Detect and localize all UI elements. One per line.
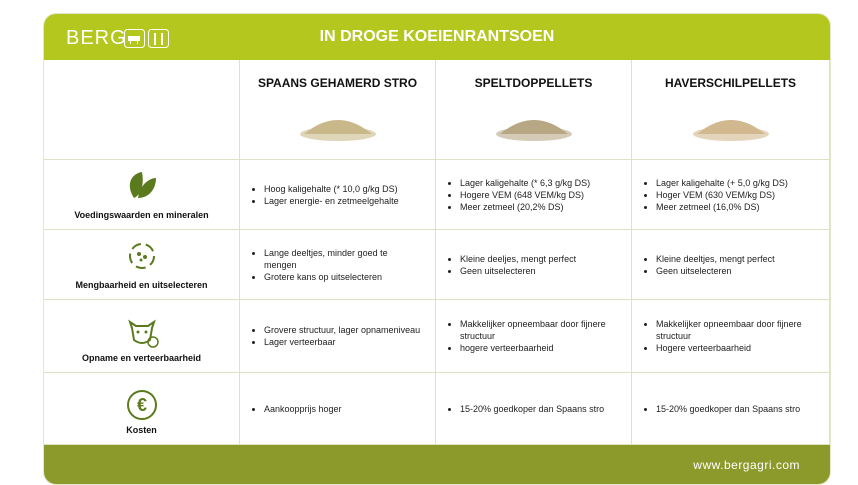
bullet-list: Lange deeltjes, minder goed te mengenGro…	[240, 247, 421, 283]
table-cell: Lager kaligehalte (+ 5,0 g/kg DS)Hoger V…	[632, 160, 830, 230]
bullet: Lager verteerbaar	[264, 336, 421, 348]
bullet: Makkelijker opneembaar door fijnere stru…	[656, 318, 815, 342]
row-icon	[124, 168, 160, 206]
bullet-list: Makkelijker opneembaar door fijnere stru…	[632, 318, 815, 354]
bullet: Lange deeltjes, minder goed te mengen	[264, 247, 421, 271]
bullet-list: Aankoopprijs hoger	[240, 403, 421, 415]
bullet: Kleine deeltjes, mengt perfect	[656, 253, 815, 265]
product-image	[691, 102, 771, 145]
bullet: Geen uitselecteren	[460, 265, 617, 277]
row-label-text: Opname en verteerbaarheid	[81, 353, 202, 363]
bullet: Hogere VEM (648 VEM/kg DS)	[460, 189, 617, 201]
column-title: HAVERSCHILPELLETS	[664, 76, 797, 90]
bullet-list: 15-20% goedkoper dan Spaans stro	[632, 403, 815, 415]
bullet-list: 15-20% goedkoper dan Spaans stro	[436, 403, 617, 415]
footer: www.bergagri.com	[44, 445, 830, 484]
svg-text:€: €	[137, 395, 147, 415]
table-cell: Kleine deeltjes, mengt perfectGeen uitse…	[632, 230, 830, 300]
bullet: Hoog kaligehalte (* 10,0 g/kg DS)	[264, 183, 421, 195]
bullet: Lager energie- en zetmeelgehalte	[264, 195, 421, 207]
bullet: 15-20% goedkoper dan Spaans stro	[460, 403, 617, 415]
column-title: SPAANS GEHAMERD STRO	[257, 76, 418, 90]
row-label-text: Kosten	[126, 425, 157, 435]
table-cell: Makkelijker opneembaar door fijnere stru…	[632, 300, 830, 373]
column-header: SPELTDOPPELLETS	[436, 60, 632, 160]
table-cell: Kleine deeljes, mengt perfectGeen uitsel…	[436, 230, 632, 300]
product-image	[298, 102, 378, 145]
bullet-list: Kleine deeljes, mengt perfectGeen uitsel…	[436, 253, 617, 277]
url: www.bergagri.com	[693, 458, 800, 472]
column-header: SPAANS GEHAMERD STRO	[240, 60, 436, 160]
table-cell: Lager kaligehalte (* 6,3 g/kg DS)Hogere …	[436, 160, 632, 230]
row-icon	[124, 314, 160, 352]
row-label: € Kosten	[44, 373, 240, 445]
brand-icons	[124, 29, 169, 48]
bullet: Geen uitselecteren	[656, 265, 815, 277]
bullet-list: Hoog kaligehalte (* 10,0 g/kg DS)Lager e…	[240, 183, 421, 207]
product-image	[494, 102, 574, 145]
table-cell: Hoog kaligehalte (* 10,0 g/kg DS)Lager e…	[240, 160, 436, 230]
bullet-list: Makkelijker opneembaar door fijnere stru…	[436, 318, 617, 354]
table-cell: 15-20% goedkoper dan Spaans stro	[632, 373, 830, 445]
table-cell: 15-20% goedkoper dan Spaans stro	[436, 373, 632, 445]
bullet: Lager kaligehalte (+ 5,0 g/kg DS)	[656, 177, 815, 189]
row-icon	[124, 238, 160, 276]
row-label: Voedingswaarden en mineralen	[44, 160, 240, 230]
bullet: hogere verteerbaarheid	[460, 342, 617, 354]
row-icon: €	[124, 387, 160, 425]
bullet-list: Kleine deeltjes, mengt perfectGeen uitse…	[632, 253, 815, 277]
bullet: Aankoopprijs hoger	[264, 403, 421, 415]
header: BERG IN DROGE KOEIENRANTSOEN	[44, 14, 830, 60]
row-label-text: Mengbaarheid en uitselecteren	[75, 280, 208, 290]
row-label: Opname en verteerbaarheid	[44, 300, 240, 373]
bullet-list: Lager kaligehalte (+ 5,0 g/kg DS)Hoger V…	[632, 177, 815, 213]
row-label: Mengbaarheid en uitselecteren	[44, 230, 240, 300]
bullet: Meer zetmeel (20,2% DS)	[460, 201, 617, 213]
table-cell: Grovere structuur, lager opnameniveauLag…	[240, 300, 436, 373]
column-header: HAVERSCHILPELLETS	[632, 60, 830, 160]
bullet: Grovere structuur, lager opnameniveau	[264, 324, 421, 336]
column-title: SPELTDOPPELLETS	[474, 76, 593, 90]
table-cell: Aankoopprijs hoger	[240, 373, 436, 445]
bullet: Makkelijker opneembaar door fijnere stru…	[460, 318, 617, 342]
row-label-text: Voedingswaarden en mineralen	[74, 210, 209, 220]
bullet: Grotere kans op uitselecteren	[264, 271, 421, 283]
bullet-list: Grovere structuur, lager opnameniveauLag…	[240, 324, 421, 348]
bullet: Kleine deeljes, mengt perfect	[460, 253, 617, 265]
bullet: Meer zetmeel (16,0% DS)	[656, 201, 815, 213]
table-cell: Lange deeltjes, minder goed te mengenGro…	[240, 230, 436, 300]
corner-cell	[44, 60, 240, 160]
bullet: Lager kaligehalte (* 6,3 g/kg DS)	[460, 177, 617, 189]
table-cell: Makkelijker opneembaar door fijnere stru…	[436, 300, 632, 373]
bullet-list: Lager kaligehalte (* 6,3 g/kg DS)Hogere …	[436, 177, 617, 213]
title: IN DROGE KOEIENRANTSOEN	[319, 28, 555, 45]
brand: BERG	[66, 27, 127, 49]
bullet: Hogere verteerbaarheid	[656, 342, 815, 354]
bullet: Hoger VEM (630 VEM/kg DS)	[656, 189, 815, 201]
card: BERG IN DROGE KOEIENRANTSOEN SPAANS GEHA…	[44, 14, 830, 484]
bullet: 15-20% goedkoper dan Spaans stro	[656, 403, 815, 415]
